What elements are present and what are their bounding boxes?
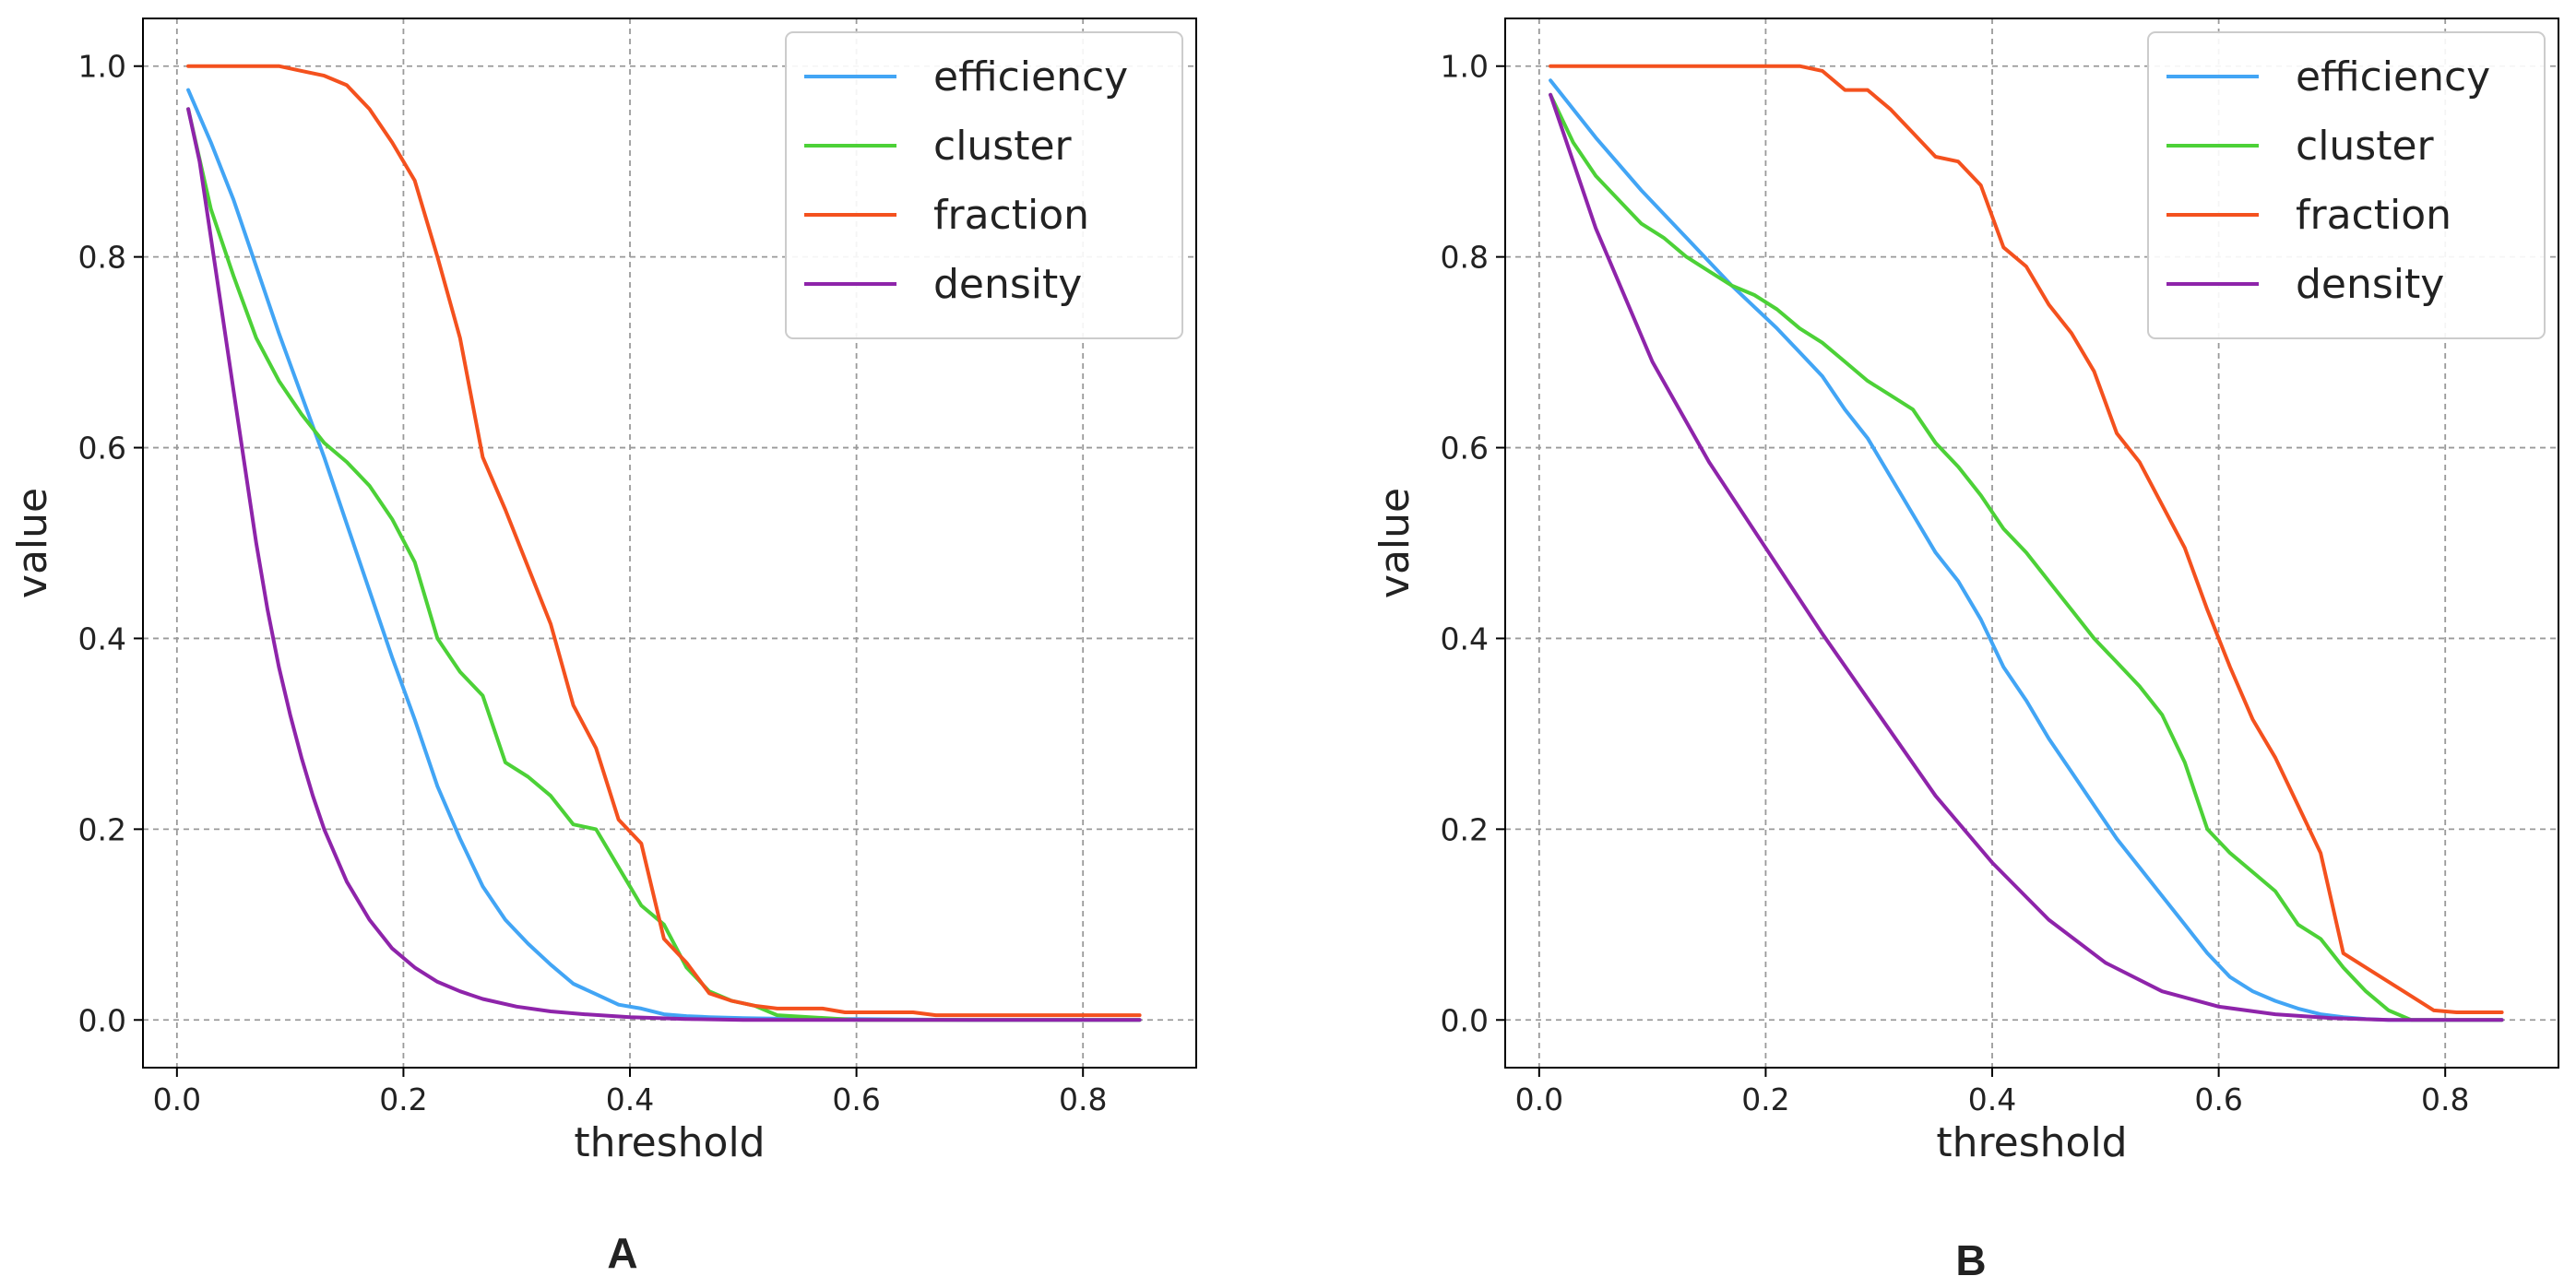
panel-a-legend-label-density: density [933,261,1082,308]
panel-b-ytick-label-1: 0.2 [1441,811,1489,847]
panel-b-plot-frame [1504,18,2559,1069]
panel-label-a: A [607,1229,637,1277]
panel-a-legend-label-fraction: fraction [933,192,1089,239]
panel-b-ylabel: value [1371,488,1419,598]
panel-a-series-efficiency [186,88,1142,1022]
panel-a-xtick-label-0: 0.0 [153,1081,201,1117]
chart-panel-b: 0.0 0.2 0.4 0.6 0.8 0.0 0.2 0.4 0.6 0.8 1.0 thresho… [1371,18,2559,1166]
panel-a-series-density [186,107,1142,1022]
panel-a-ytick-label-5: 1.0 [78,49,126,85]
panel-b-xtick-label-2: 0.4 [1968,1081,2016,1117]
panel-a-xtick-label-1: 0.2 [379,1081,427,1117]
panel-b-series-density [1549,92,2504,1022]
panel-b-series-efficiency [1549,78,2504,1022]
panel-b-ytick-label-4: 0.8 [1441,240,1489,276]
panel-label-b: B [1955,1236,1986,1284]
chart-panel-a: 0.0 0.2 0.4 0.6 0.8 0.0 0.2 0.4 0.6 0.8 1.0 thresho… [9,18,1197,1166]
panel-a-ytick-label-2: 0.4 [78,620,126,656]
panel-b-legend-label-efficiency: efficiency [2296,53,2490,100]
panel-b-ytick-label-3: 0.6 [1441,431,1489,467]
panel-b-ytick-label-0: 0.0 [1441,1002,1489,1038]
panel-b-ytick-label-5: 1.0 [1441,49,1489,85]
panel-a-series-fraction [186,64,1142,1018]
panel-b-xlabel: threshold [1936,1119,2127,1166]
panel-a-ytick-label-0: 0.0 [78,1002,126,1038]
panel-a-ytick-label-1: 0.2 [78,811,126,847]
panel-a-xtick-label-4: 0.8 [1059,1081,1107,1117]
panel-b-legend-label-density: density [2296,261,2444,308]
panel-a-legend-label-efficiency: efficiency [933,53,1128,100]
panel-b-legend-label-fraction: fraction [2296,192,2451,239]
panel-b-xtick-label-1: 0.2 [1741,1081,1789,1117]
panel-a-plot-frame [142,18,1197,1069]
panel-b-xtick-label-0: 0.0 [1515,1081,1563,1117]
panel-a-xtick-label-2: 0.4 [606,1081,654,1117]
panel-a-legend-label-cluster: cluster [933,123,1073,170]
panel-b-legend [2147,31,2546,339]
panel-b-series-fraction [1549,64,2504,1014]
panel-a-xlabel: threshold [574,1119,765,1166]
panel-a-legend [785,31,1183,339]
panel-b-series-cluster [1549,92,2504,1022]
panel-b-xtick-label-4: 0.8 [2421,1081,2469,1117]
panel-b-xtick-label-3: 0.6 [2194,1081,2242,1117]
panel-a-ytick-label-3: 0.6 [78,431,126,467]
panel-b-legend-label-cluster: cluster [2296,123,2435,170]
panel-a-ytick-label-4: 0.8 [78,240,126,276]
panel-b-ytick-label-2: 0.4 [1441,620,1489,656]
panel-a-xtick-label-3: 0.6 [832,1081,880,1117]
panel-a-ylabel: value [9,488,56,598]
